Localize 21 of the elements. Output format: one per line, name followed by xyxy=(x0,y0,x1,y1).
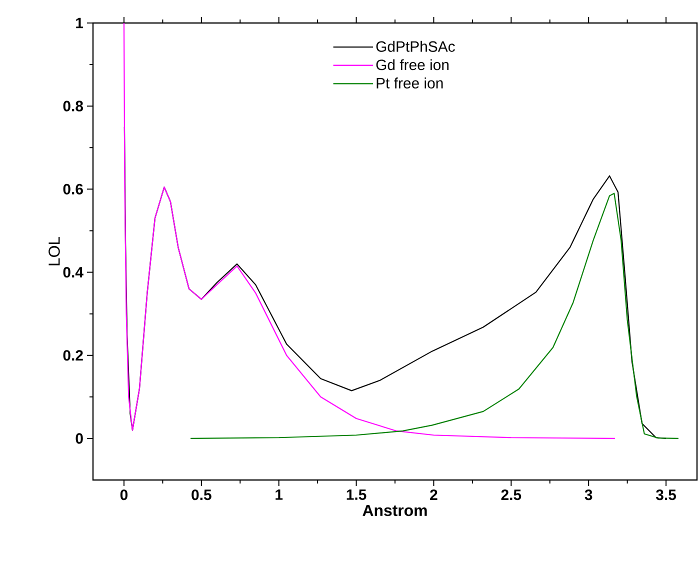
y-tick-label: 0.4 xyxy=(63,266,84,278)
y-tick-label: 0.8 xyxy=(63,100,84,112)
y-tick-label: 1 xyxy=(76,18,84,28)
legend-label: Gd free ion xyxy=(376,59,449,70)
x-tick-label: 1.5 xyxy=(346,490,366,500)
legend-label: GdPtPhSAc xyxy=(376,40,455,52)
y-tick-label: 0.2 xyxy=(63,350,83,361)
x-tick-label: 3 xyxy=(584,490,592,500)
line-series xyxy=(190,192,679,440)
x-tick-label: 3.5 xyxy=(656,490,676,500)
x-axis-title: Anstrom xyxy=(362,504,427,516)
y-tick-label: 0.6 xyxy=(63,184,83,194)
x-tick-label: 0.5 xyxy=(192,490,212,500)
x-tick-label: 1 xyxy=(276,490,283,500)
y-tick-label: 0 xyxy=(76,433,83,444)
legend-label: Pt free ion xyxy=(376,78,443,88)
x-tick-label: 2 xyxy=(430,490,438,500)
y-axis-title: LOL xyxy=(48,236,60,266)
x-tick-label: 0 xyxy=(120,490,128,500)
x-tick-label: 2.5 xyxy=(501,490,522,500)
line-series xyxy=(123,22,616,440)
